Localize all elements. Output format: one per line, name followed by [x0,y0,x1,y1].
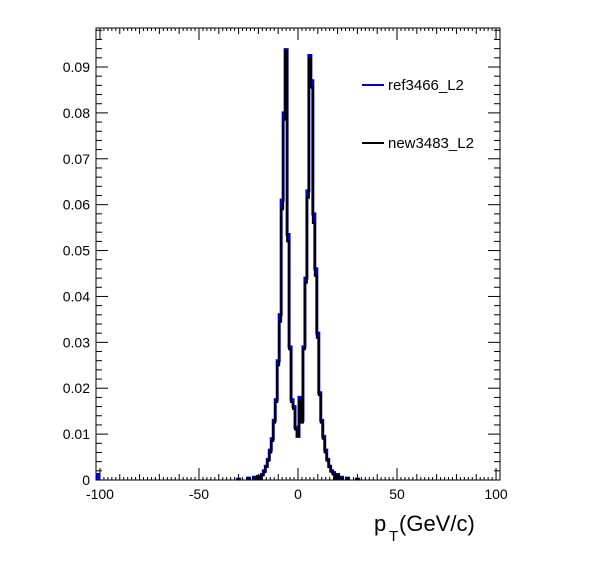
y-tick-label: 0.07 [63,151,90,167]
y-tick-label: 0.01 [63,426,90,442]
y-tick-label: 0.06 [63,197,90,213]
x-tick-label: 50 [389,486,405,502]
y-tick-label: 0.09 [63,59,90,75]
legend-label-ref3466: ref3466_L2 [388,77,464,94]
y-tick-label: 0.02 [63,380,90,396]
x-tick-label: 0 [294,486,302,502]
x-tick-label: 100 [484,486,508,502]
x-axis-title-unit: (GeV/c) [399,511,475,536]
x-axis-title: p T (GeV/c) [374,511,475,545]
y-tick-label: 0.04 [63,288,90,304]
x-axis-title-main: p [374,511,386,536]
x-tick-label: -100 [86,486,114,502]
y-tick-label: 0.03 [63,334,90,350]
x-tick-label: -50 [189,486,209,502]
y-axis: 0 0.01 0.02 0.03 0.04 0.05 0.06 0.07 0.08 0.09 [63,29,500,488]
y-tick-label: 0.08 [63,105,90,121]
legend: ref3466_L2 new3483_L2 [358,58,474,164]
series-layer [95,48,500,481]
x-axis-title-subscript: T [389,528,398,545]
legend-label-new3483: new3483_L2 [388,135,474,152]
series-new3483_L2 [236,49,360,481]
legend-box [358,58,468,164]
y-tick-label: 0 [82,472,90,488]
y-tick-label: 0.05 [63,243,90,259]
